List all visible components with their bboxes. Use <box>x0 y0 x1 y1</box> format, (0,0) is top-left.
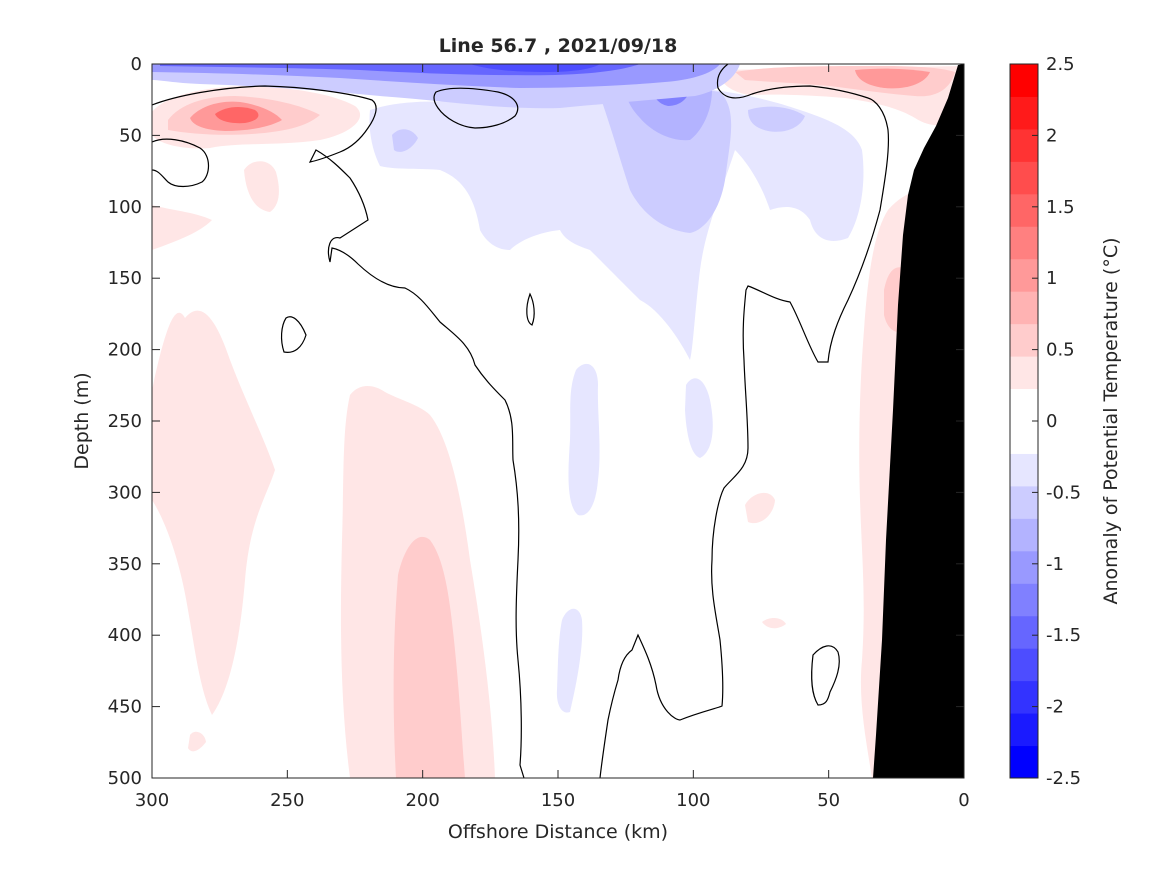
x-tick-label: 300 <box>135 790 169 811</box>
colorbar-ticks: 2.5 2 1.5 1 0.5 0 -0.5 -1 -1.5 -2 -2.5 <box>1032 54 1081 789</box>
cold-streak-400m <box>556 608 583 713</box>
colorbar-tick-label: 1.5 <box>1046 197 1075 218</box>
y-tick-label: 250 <box>108 411 142 432</box>
colorbar-tick-label: 1 <box>1046 268 1057 289</box>
subsurface-warm-core <box>215 106 259 124</box>
y-tick-label: 50 <box>119 125 142 146</box>
zero-contour-upper-left <box>152 85 525 778</box>
y-tick-label: 150 <box>108 268 142 289</box>
colorbar-segment <box>1010 745 1038 779</box>
y-axis-label: Depth (m) <box>71 372 93 469</box>
colorbar-tick-label: 2.5 <box>1046 54 1075 75</box>
x-tick-label: 250 <box>270 790 304 811</box>
colorbar-label: Anomaly of Potential Temperature (°C) <box>1100 238 1122 605</box>
cold-anomaly-regions <box>152 64 864 713</box>
colorbar-segment <box>1010 680 1038 714</box>
colorbar-segment <box>1010 193 1038 227</box>
central-warm-core <box>393 536 465 778</box>
colorbar-segment <box>1010 64 1038 97</box>
y-tick-label: 500 <box>108 768 142 789</box>
x-tick-label: 50 <box>817 790 840 811</box>
offshore-warm-patch-deep <box>188 731 206 752</box>
y-tick-label: 350 <box>108 554 142 575</box>
colorbar-segment <box>1010 128 1038 162</box>
colorbar-tick-label: -0.5 <box>1046 482 1081 503</box>
zero-contour-small-ring-1 <box>433 87 519 129</box>
colorbar-segment <box>1010 291 1038 325</box>
colorbar-segment <box>1010 550 1038 584</box>
x-axis-ticks: 300 250 200 150 100 50 0 <box>135 64 970 811</box>
x-tick-label: 100 <box>676 790 710 811</box>
colorbar-segment <box>1010 453 1038 487</box>
plot-area <box>152 64 964 778</box>
colorbar-tick-label: -1 <box>1046 554 1064 575</box>
colorbar-segment <box>1010 226 1038 260</box>
small-warm-patch-400m <box>762 618 786 629</box>
colorbar-segment <box>1010 96 1038 130</box>
colorbar-tick-label: -2 <box>1046 697 1064 718</box>
colorbar-tick-label: 0 <box>1046 411 1057 432</box>
bathymetry-mask <box>873 64 964 778</box>
edge-warm-streak <box>152 205 212 250</box>
zero-contour-central <box>599 64 890 778</box>
zero-contour-small-ring-3 <box>280 316 307 353</box>
cold-tongue-outer <box>369 85 864 360</box>
cold-streak-300m <box>568 363 600 516</box>
cold-patch-upper-left <box>392 129 418 152</box>
offshore-warm-band <box>152 310 275 715</box>
colorbar-segment <box>1010 258 1038 292</box>
colorbar-segment <box>1010 388 1038 422</box>
y-tick-label: 0 <box>131 54 142 75</box>
colorbar-segment <box>1010 518 1038 552</box>
zero-contour-small-ring-4 <box>526 292 535 326</box>
colorbar-tick-label: -2.5 <box>1046 768 1081 789</box>
x-tick-label: 200 <box>405 790 439 811</box>
cold-patch-right <box>748 106 805 132</box>
y-tick-label: 300 <box>108 482 142 503</box>
colorbar-segment <box>1010 161 1038 195</box>
x-tick-label: 150 <box>541 790 575 811</box>
zero-contour-deep-ring <box>811 645 840 706</box>
x-tick-label: 0 <box>958 790 969 811</box>
y-tick-label: 400 <box>108 625 142 646</box>
x-axis-label: Offshore Distance (km) <box>448 821 668 843</box>
colorbar-segment <box>1010 421 1038 454</box>
colorbar-tick-label: -1.5 <box>1046 625 1081 646</box>
small-warm-patch-300m <box>745 492 775 524</box>
colorbar-tick-label: 2 <box>1046 125 1057 146</box>
y-tick-label: 200 <box>108 340 142 361</box>
chart-title: Line 56.7 , 2021/09/18 <box>439 35 678 57</box>
y-tick-label: 450 <box>108 697 142 718</box>
upper-warm-streak <box>244 161 279 212</box>
colorbar <box>1010 64 1038 779</box>
coastal-surface-warm-inner <box>855 68 930 89</box>
colorbar-segment <box>1010 583 1038 617</box>
colorbar-segment <box>1010 648 1038 682</box>
colorbar-segment <box>1010 713 1038 747</box>
cold-patch-250m <box>685 378 713 458</box>
colorbar-segment <box>1010 615 1038 649</box>
zero-contours <box>152 64 964 778</box>
y-axis-ticks: 0 50 100 150 200 250 300 350 400 450 500 <box>108 54 964 789</box>
surface-cold-layer-core <box>470 64 600 72</box>
colorbar-segment <box>1010 356 1038 390</box>
colorbar-tick-label: 0.5 <box>1046 340 1075 361</box>
colorbar-segment <box>1010 323 1038 357</box>
zero-contour-small-ring-2 <box>152 138 210 188</box>
colorbar-segment <box>1010 485 1038 519</box>
y-tick-label: 100 <box>108 197 142 218</box>
